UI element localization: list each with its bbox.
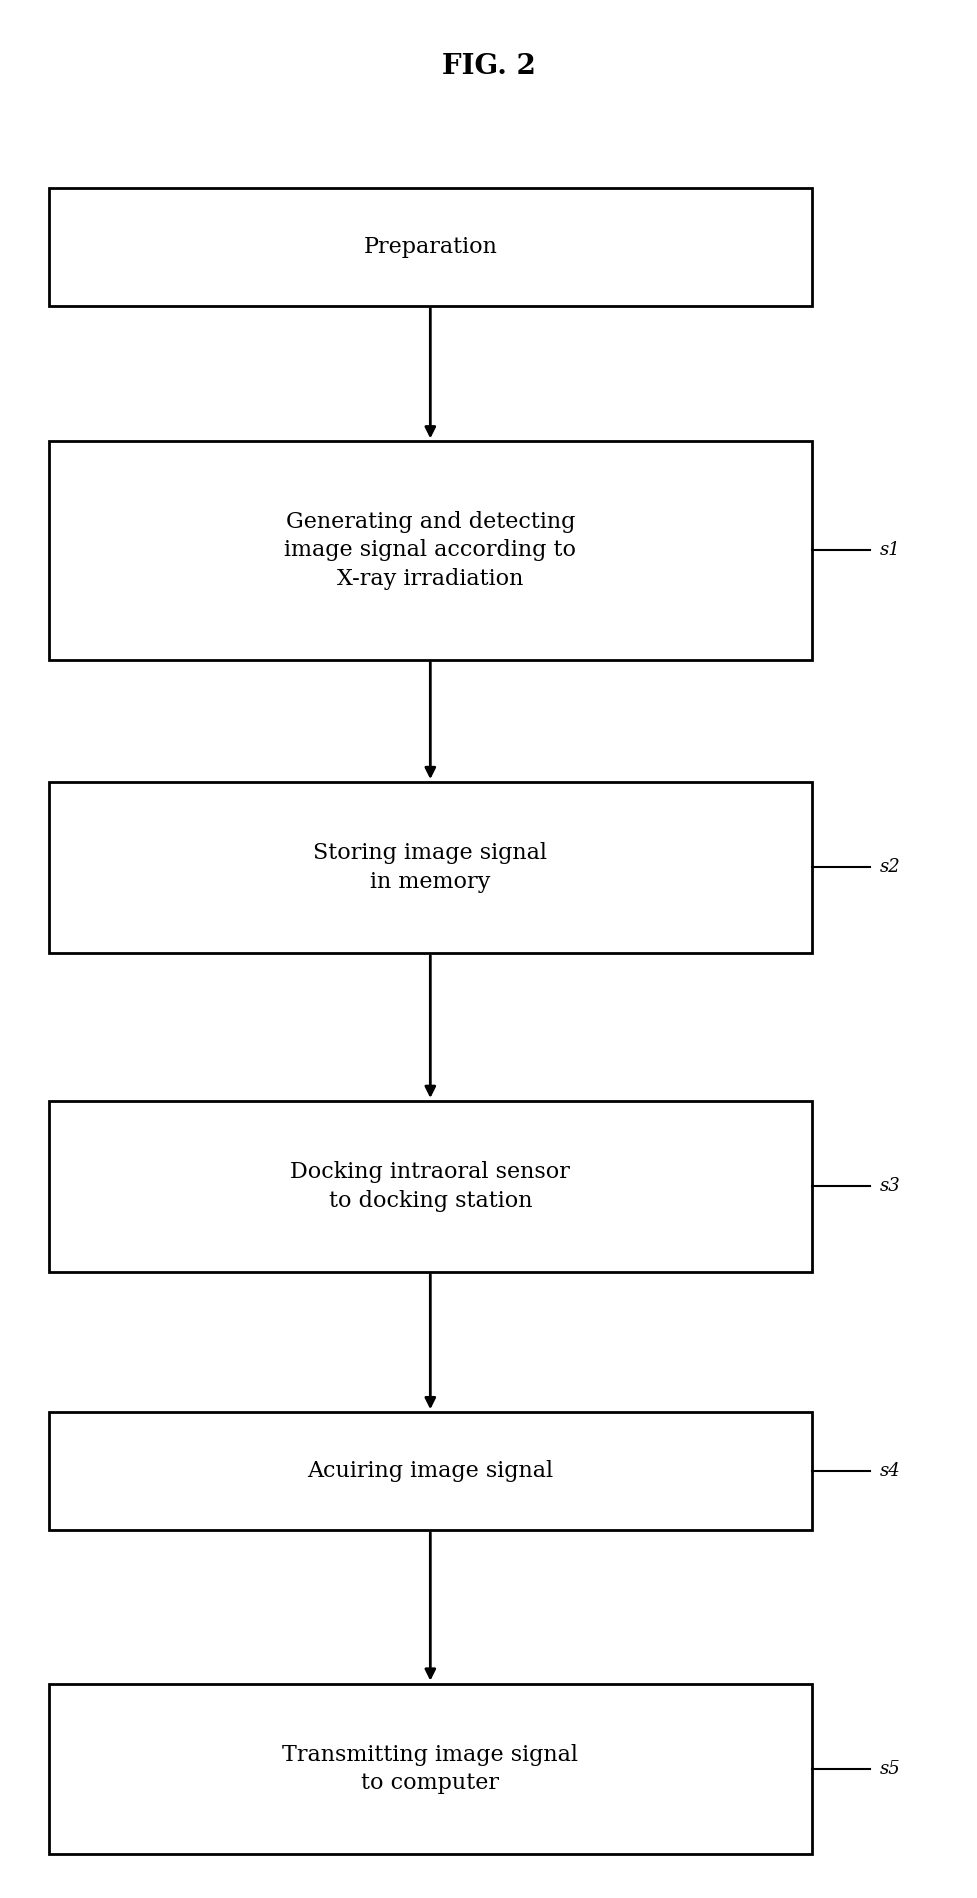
FancyBboxPatch shape xyxy=(49,1412,811,1530)
FancyBboxPatch shape xyxy=(49,1101,811,1272)
FancyBboxPatch shape xyxy=(49,1684,811,1854)
Text: s1: s1 xyxy=(879,541,900,560)
Text: Transmitting image signal
to computer: Transmitting image signal to computer xyxy=(282,1744,577,1794)
Text: s4: s4 xyxy=(879,1461,900,1480)
FancyBboxPatch shape xyxy=(49,442,811,661)
FancyBboxPatch shape xyxy=(49,188,811,306)
Text: Preparation: Preparation xyxy=(363,235,496,258)
Text: s3: s3 xyxy=(879,1177,900,1196)
FancyBboxPatch shape xyxy=(49,782,811,953)
Text: Docking intraoral sensor
to docking station: Docking intraoral sensor to docking stat… xyxy=(290,1162,570,1211)
Text: FIG. 2: FIG. 2 xyxy=(442,53,535,80)
Text: Acuiring image signal: Acuiring image signal xyxy=(307,1460,553,1482)
Text: Storing image signal
in memory: Storing image signal in memory xyxy=(313,843,547,892)
Text: Generating and detecting
image signal according to
X-ray irradiation: Generating and detecting image signal ac… xyxy=(284,511,575,590)
Text: s2: s2 xyxy=(879,858,900,877)
Text: s5: s5 xyxy=(879,1759,900,1778)
